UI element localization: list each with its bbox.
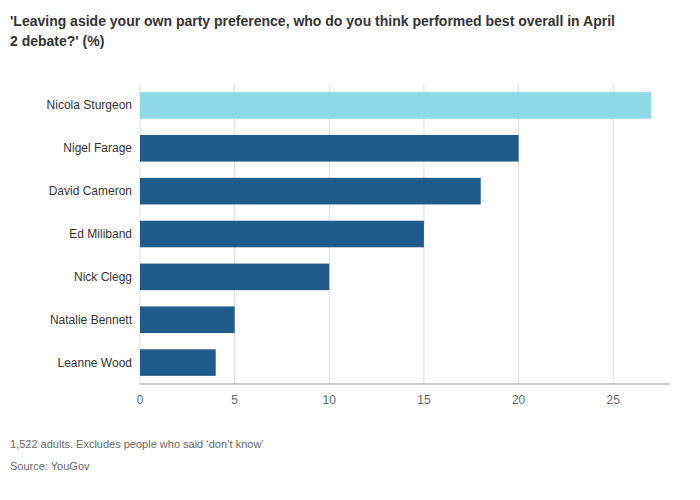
y-tick-label: Nick Clegg: [74, 270, 132, 284]
bar: [140, 135, 519, 162]
x-tick-label: 10: [323, 393, 337, 407]
footnotes: 1,522 adults. Excludes people who said ‘…: [10, 438, 264, 472]
chart-container: 'Leaving aside your own party preference…: [0, 0, 700, 500]
x-tick-label: 15: [417, 393, 431, 407]
chart-svg: 'Leaving aside your own party preference…: [0, 0, 700, 500]
footnote: 1,522 adults. Excludes people who said ‘…: [10, 438, 264, 450]
x-axis-ticks: 0 5 10 15 20 25: [137, 393, 621, 407]
y-tick-label: David Cameron: [49, 184, 132, 198]
grid-line: [518, 84, 519, 384]
footnote: Source: YouGov: [10, 460, 90, 472]
bar: [140, 221, 424, 248]
title-line: 'Leaving aside your own party preference…: [10, 13, 615, 29]
x-tick-label: 0: [137, 393, 144, 407]
bars: [140, 92, 651, 376]
grid: [140, 84, 613, 384]
bar: [140, 306, 235, 333]
bar: [140, 92, 651, 119]
y-tick-label: Nigel Farage: [63, 141, 132, 155]
y-tick-label: Natalie Bennett: [50, 313, 133, 327]
background: [0, 0, 700, 500]
title-line: 2 debate?' (%): [10, 33, 104, 49]
bar: [140, 264, 329, 291]
bar: [140, 349, 216, 376]
x-tick-label: 5: [231, 393, 238, 407]
y-axis-labels: Nicola Sturgeon Nigel Farage David Cameron…: [47, 98, 133, 369]
y-tick-label: Leanne Wood: [57, 356, 132, 370]
x-axis-line: [140, 384, 670, 385]
x-tick-label: 20: [512, 393, 526, 407]
grid-line: [613, 84, 614, 384]
y-tick-label: Nicola Sturgeon: [47, 98, 132, 112]
bar: [140, 178, 481, 205]
x-tick-label: 25: [607, 393, 621, 407]
y-tick-label: Ed Miliband: [69, 227, 132, 241]
title: 'Leaving aside your own party preference…: [10, 13, 615, 49]
